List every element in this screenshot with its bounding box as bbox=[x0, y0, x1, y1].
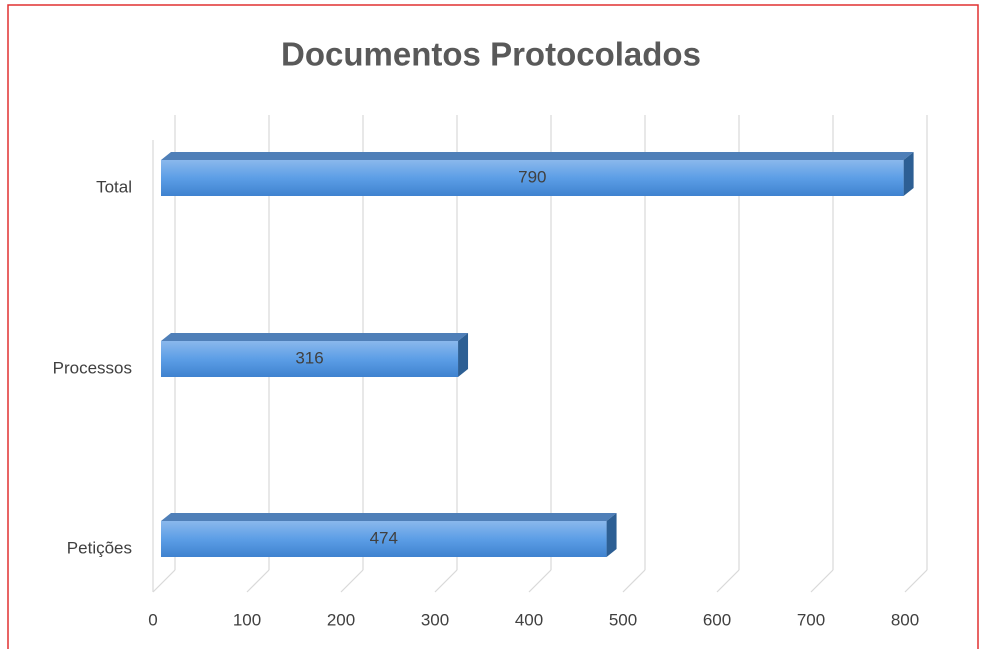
bar-top bbox=[161, 513, 617, 521]
y-tick-label: Petições bbox=[67, 538, 132, 557]
grid-line-floor bbox=[528, 569, 552, 593]
bar-top bbox=[161, 152, 914, 160]
grid-line-floor bbox=[152, 569, 176, 593]
grid-line-floor bbox=[622, 569, 646, 593]
bar bbox=[161, 160, 904, 196]
bars: Total 790 Processos 316 Petições 474 bbox=[53, 152, 914, 557]
x-tick-label: 700 bbox=[797, 610, 825, 629]
bar-top bbox=[161, 333, 469, 341]
chart-title: Documentos Protocolados bbox=[281, 36, 701, 73]
bar bbox=[161, 341, 459, 377]
x-tick-label: 200 bbox=[327, 610, 355, 629]
x-tick-label: 300 bbox=[421, 610, 449, 629]
bar-side bbox=[458, 333, 469, 377]
data-label: 474 bbox=[370, 528, 398, 547]
y-tick-label: Total bbox=[96, 177, 132, 196]
bar bbox=[161, 521, 607, 557]
x-tick-label: 500 bbox=[609, 610, 637, 629]
x-tick-label: 600 bbox=[703, 610, 731, 629]
border bbox=[7, 4, 979, 649]
bar-side bbox=[903, 152, 914, 196]
y-tick-label: Processos bbox=[53, 358, 132, 377]
bar-side bbox=[606, 513, 617, 557]
grid-line-floor bbox=[246, 569, 270, 593]
x-tick-label: 0 bbox=[148, 610, 157, 629]
data-label: 316 bbox=[295, 348, 323, 367]
data-label: 790 bbox=[518, 167, 546, 186]
grid-line-floor bbox=[904, 569, 928, 593]
x-tick-label: 100 bbox=[233, 610, 261, 629]
x-tick-label: 800 bbox=[891, 610, 919, 629]
grid-line-floor bbox=[434, 569, 458, 593]
grid-line-floor bbox=[340, 569, 364, 593]
grid-line-floor bbox=[810, 569, 834, 593]
x-tick-label: 400 bbox=[515, 610, 543, 629]
grid-line-floor bbox=[716, 569, 740, 593]
